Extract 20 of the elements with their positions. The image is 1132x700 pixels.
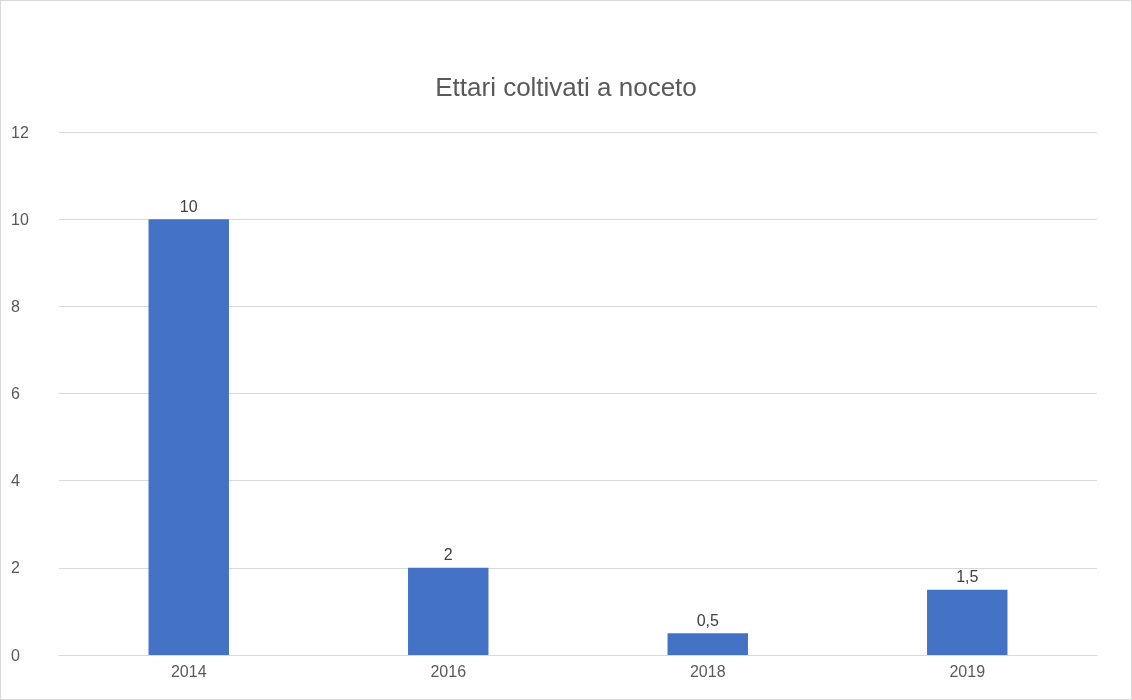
- bar: [408, 567, 489, 655]
- y-tick-label: 10: [11, 210, 29, 228]
- data-label: 0,5: [696, 611, 719, 629]
- data-label: 10: [179, 197, 198, 215]
- data-label: 1,5: [956, 568, 979, 586]
- x-tick-label: 2019: [949, 662, 986, 680]
- data-label: 2: [443, 546, 453, 564]
- bar: [927, 589, 1008, 655]
- bar: [667, 633, 748, 655]
- y-tick-label: 6: [11, 385, 20, 402]
- y-tick-label: 12: [11, 123, 29, 141]
- y-tick-label: 0: [11, 646, 20, 664]
- bar: [148, 219, 229, 655]
- chart-title: Ettari coltivati a noceto: [435, 72, 697, 102]
- y-tick-label: 8: [11, 297, 20, 315]
- x-tick-label: 2018: [689, 662, 726, 680]
- y-tick-label: 4: [11, 472, 20, 490]
- x-tick-label: 2014: [170, 662, 207, 680]
- x-tick-label: 2016: [430, 662, 467, 680]
- y-tick-label: 2: [11, 559, 20, 577]
